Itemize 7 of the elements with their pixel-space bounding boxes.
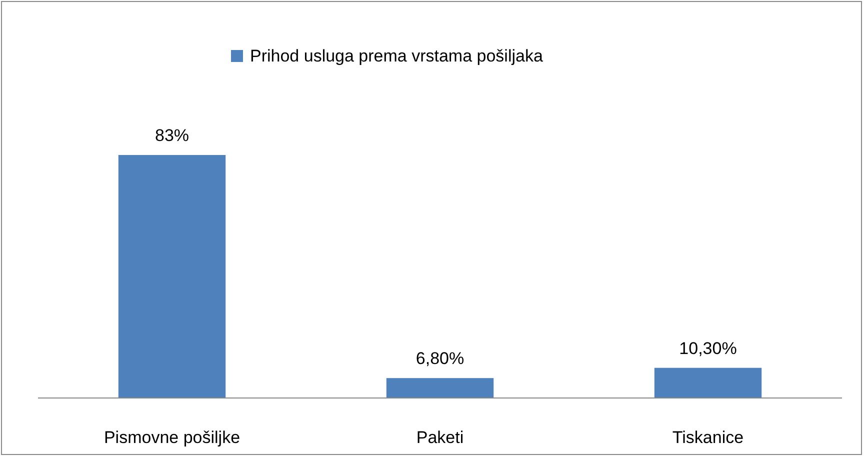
data-label: 83% bbox=[154, 126, 190, 145]
x-tick-label: Tiskanice bbox=[672, 428, 744, 447]
data-label: 6,80% bbox=[416, 349, 464, 368]
x-tick-label: Paketi bbox=[416, 428, 464, 447]
x-tick-label: Pismovne pošiljke bbox=[104, 428, 240, 447]
data-label: 10,30% bbox=[679, 338, 737, 358]
legend-label: Prihod usluga prema vrstama pošiljaka bbox=[250, 46, 544, 66]
